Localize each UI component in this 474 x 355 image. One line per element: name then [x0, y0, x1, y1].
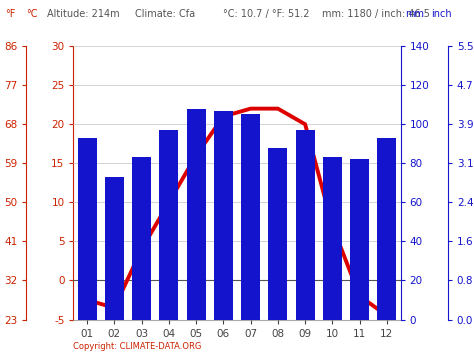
Bar: [78, 138, 97, 320]
Bar: [268, 148, 287, 320]
Text: Copyright: CLIMATE-DATA.ORG: Copyright: CLIMATE-DATA.ORG: [73, 343, 202, 351]
Bar: [350, 159, 369, 320]
Bar: [377, 138, 396, 320]
Bar: [159, 130, 178, 320]
Text: °C: 10.7 / °F: 51.2: °C: 10.7 / °F: 51.2: [223, 9, 309, 19]
Text: °F: °F: [5, 9, 15, 19]
Bar: [323, 158, 342, 320]
Bar: [132, 158, 151, 320]
Text: Altitude: 214m: Altitude: 214m: [47, 9, 120, 19]
Bar: [241, 114, 260, 320]
Bar: [296, 130, 315, 320]
Text: mm: mm: [405, 9, 424, 19]
Text: inch: inch: [431, 9, 452, 19]
Text: Climate: Cfa: Climate: Cfa: [135, 9, 195, 19]
Bar: [105, 177, 124, 320]
Bar: [187, 109, 206, 320]
Text: °C: °C: [26, 9, 37, 19]
Bar: [214, 110, 233, 320]
Text: mm: 1180 / inch: 46.5: mm: 1180 / inch: 46.5: [322, 9, 430, 19]
